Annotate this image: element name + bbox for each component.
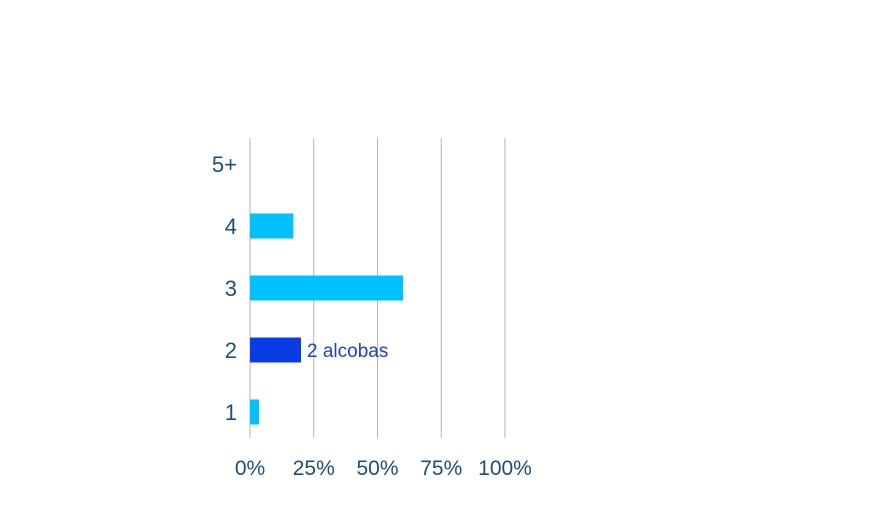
bar-1 <box>250 399 259 425</box>
x-tick-label: 75% <box>420 457 462 480</box>
category-label: 4 <box>225 214 237 239</box>
x-tick-labels: 0% 25% 50% 75% 100% <box>235 457 532 480</box>
x-tick-label: 25% <box>293 457 335 480</box>
bars <box>250 213 403 425</box>
bar-3 <box>250 275 403 301</box>
x-tick-label: 0% <box>235 457 265 480</box>
x-tick-label: 100% <box>478 457 532 480</box>
highlight-label: 2 alcobas <box>307 341 388 362</box>
category-label: 3 <box>225 276 237 301</box>
category-label: 2 <box>225 338 237 363</box>
bar-2 <box>250 337 301 363</box>
bar-4 <box>250 213 294 239</box>
category-labels: 5+ 4 3 2 1 <box>212 152 237 425</box>
x-tick-label: 50% <box>356 457 398 480</box>
category-label: 5+ <box>212 152 237 177</box>
category-label: 1 <box>225 400 237 425</box>
annotations: 2 alcobas <box>307 341 388 362</box>
